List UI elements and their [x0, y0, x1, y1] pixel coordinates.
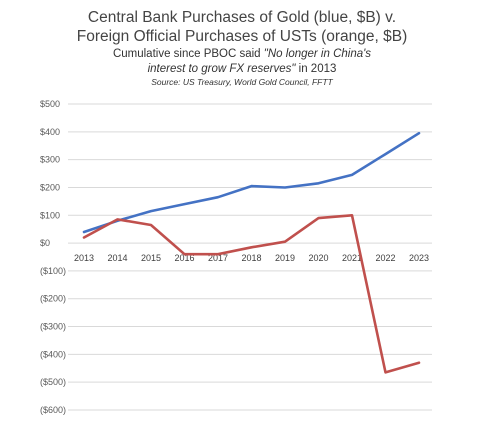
- subtitle-text-run: "No longer in China's: [264, 48, 372, 60]
- chart-title-line-1: Central Bank Purchases of Gold (blue, $B…: [88, 9, 396, 26]
- y-tick-label: $300: [40, 155, 60, 165]
- x-tick-label: 2015: [141, 253, 161, 263]
- x-tick-label: 2017: [208, 253, 228, 263]
- x-tick-label: 2018: [241, 253, 261, 263]
- grid: [68, 103, 432, 411]
- x-tick-label: 2022: [375, 253, 395, 263]
- chart-subtitle-line-1: Cumulative since PBOC said "No longer in…: [113, 48, 371, 60]
- y-tick-label: ($400): [40, 349, 66, 359]
- x-tick-label: 2023: [409, 253, 429, 263]
- y-tick-label: $100: [40, 210, 60, 220]
- y-tick-label: $500: [40, 99, 60, 109]
- y-axis: $500 $400 $300 $200 $100 $0 ($100) ($200) ($300)…: [40, 99, 66, 415]
- y-tick-label: $400: [40, 127, 60, 137]
- plot-area: [82, 131, 421, 374]
- y-tick-label: ($100): [40, 266, 66, 276]
- chart-source: Source: US Treasury, World Gold Council,…: [151, 77, 333, 87]
- x-tick-label: 2021: [342, 253, 362, 263]
- subtitle-text-run: interest to grow FX reserves": [148, 63, 297, 75]
- y-tick-label: $200: [40, 182, 60, 192]
- chart-subtitle-line-2: interest to grow FX reserves" in 2013: [148, 63, 337, 75]
- y-tick-label: ($300): [40, 322, 66, 332]
- series-line-usts: [82, 214, 421, 374]
- subtitle-text-run: Cumulative since PBOC said: [113, 48, 264, 60]
- x-tick-label: 2016: [174, 253, 194, 263]
- y-tick-label: $0: [40, 238, 50, 248]
- y-tick-label: ($600): [40, 405, 66, 415]
- series-line-gold: [82, 131, 421, 234]
- x-tick-label: 2013: [74, 253, 94, 263]
- subtitle-text-run: in 2013: [295, 63, 336, 75]
- chart-title-line-2: Foreign Official Purchases of USTs (oran…: [77, 28, 408, 45]
- y-tick-label: ($200): [40, 294, 66, 304]
- x-tick-label: 2019: [275, 253, 295, 263]
- x-tick-label: 2020: [308, 253, 328, 263]
- x-axis: 2013 2014 2015 2016 2017 2018 2019 2020 2021 2022…: [74, 253, 429, 263]
- y-tick-label: ($500): [40, 377, 66, 387]
- x-tick-label: 2014: [107, 253, 127, 263]
